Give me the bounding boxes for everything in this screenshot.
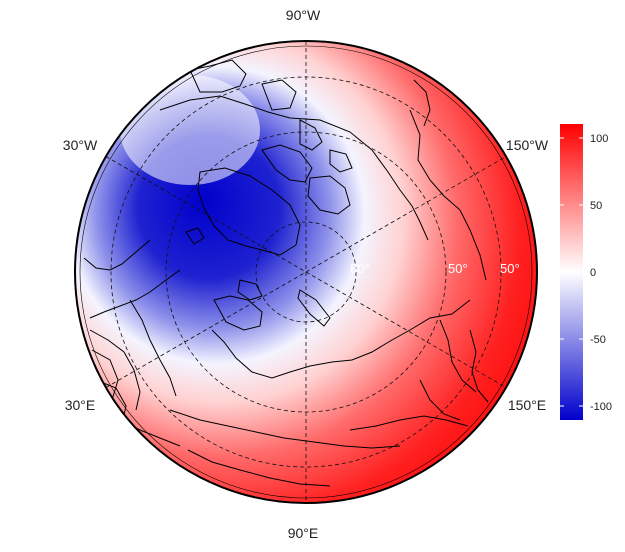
colorbar-tick-label: 0 [590, 267, 596, 279]
map-inner-border [79, 45, 533, 499]
longitude-label-upper-right: 150°W [506, 137, 549, 153]
longitude-label-lower-right: 150°E [508, 397, 546, 413]
longitude-label-bottom: 90°E [288, 525, 319, 541]
longitude-label-top: 90°W [286, 7, 321, 23]
longitude-label-lower-left: 30°E [65, 397, 96, 413]
latitude-label-50a: 50° [448, 261, 468, 276]
colorbar-gradient [560, 124, 583, 420]
longitude-label-upper-left: 30°W [63, 137, 98, 153]
map-border [74, 40, 538, 504]
colorbar-tick-label: -100 [590, 401, 612, 413]
colorbar-tick-marks [560, 137, 583, 407]
colorbar: 100 50 0 -50 -100 [560, 124, 612, 420]
anomaly-band [120, 75, 260, 185]
latitude-label-80: 80° [350, 261, 370, 276]
map-disk [75, 41, 537, 503]
colorbar-tick-label: -50 [590, 334, 606, 346]
colorbar-tick-label: 100 [590, 133, 608, 145]
graticule [105, 41, 507, 503]
colorbar-tick-label: 50 [590, 200, 602, 212]
latitude-label-50b: 50° [500, 261, 520, 276]
coastlines [83, 59, 489, 487]
